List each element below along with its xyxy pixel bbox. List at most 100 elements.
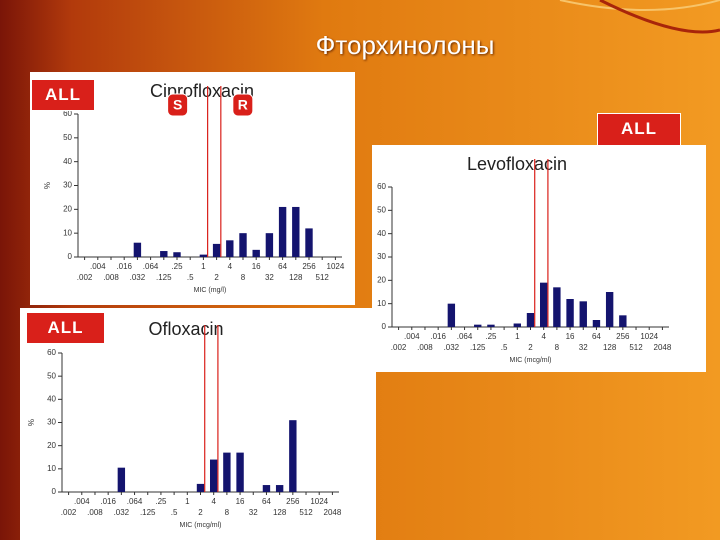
x-tick-label: .004 [74,497,90,506]
bar [553,287,561,327]
y-axis-label: % [43,182,52,189]
x-tick-label: 128 [603,343,617,352]
x-tick-label: 8 [555,343,560,352]
bar [289,420,297,492]
x-tick-label: 4 [541,332,546,341]
x-tick-label: .004 [404,332,420,341]
x-tick-label: .016 [100,497,116,506]
bar [474,324,482,327]
chart-title: Ofloxacin [148,319,223,339]
y-tick-label: 60 [47,348,56,357]
x-tick-label: .008 [87,508,103,517]
bar [566,299,574,327]
y-tick-label: 20 [47,441,56,450]
x-tick-label: 16 [566,332,575,341]
x-tick-label: .032 [130,273,146,282]
x-tick-label: 512 [316,273,330,282]
y-tick-label: 50 [377,205,386,214]
bar [199,254,208,257]
x-tick-label: 4 [211,497,216,506]
annotation: R [238,97,248,113]
bar [592,320,601,327]
bar [526,313,535,327]
x-tick-label: 256 [616,332,630,341]
y-tick-label: 10 [47,464,56,473]
y-tick-label: 20 [377,275,386,284]
bar [117,467,126,492]
x-tick-label: 32 [265,273,274,282]
x-tick-label: .125 [470,343,486,352]
x-tick-label: 512 [299,508,313,517]
bar [539,282,548,327]
annotation-box [167,93,189,117]
x-tick-label: .064 [457,332,473,341]
bar [133,242,142,257]
x-tick-label: 64 [262,497,271,506]
x-tick-label: 1024 [640,332,658,341]
y-tick-label: 30 [47,418,56,427]
bar [513,323,522,327]
x-tick-label: .002 [391,343,407,352]
y-tick-label: 40 [63,157,72,166]
x-tick-label: 256 [302,262,316,271]
y-tick-label: 0 [68,252,73,261]
x-tick-label: 32 [579,343,588,352]
bar [447,303,456,327]
y-tick-label: 0 [382,322,387,331]
bar [252,249,260,257]
bar [487,324,495,327]
x-tick-label: .064 [143,262,159,271]
x-tick-label: .5 [501,343,508,352]
x-tick-label: 2 [528,343,533,352]
x-tick-label: .064 [127,497,143,506]
x-tick-label: 1 [201,262,206,271]
y-tick-label: 30 [63,181,72,190]
bar [209,459,218,492]
tag-label: ALL [597,113,681,146]
x-axis-label: MIC (mcg/ml) [180,522,222,529]
x-tick-label: 64 [592,332,601,341]
bar [292,206,300,257]
bar [278,206,287,257]
x-tick-label: .008 [103,273,119,282]
chart: Ofloxacin 0 10 20 30 40 50 60% .002 .004 .008 .016.… [20,308,376,540]
annotation: S [173,97,182,113]
bar [236,452,244,492]
x-tick-label: .5 [187,273,194,282]
x-axis-label: MIC (mg/l) [194,287,227,294]
x-tick-label: 1024 [310,497,328,506]
x-tick-label: 256 [286,497,300,506]
x-tick-label: .25 [155,497,167,506]
x-tick-label: 32 [249,508,258,517]
bar [619,315,627,327]
bar [262,485,271,492]
chart-title: Levofloxacin [467,154,567,174]
x-tick-label: 1 [515,332,520,341]
x-tick-label: 4 [228,262,233,271]
x-tick-label: .016 [116,262,132,271]
y-tick-label: 10 [377,299,386,308]
annotation-box [232,93,254,117]
bar [223,452,231,492]
bar [275,485,284,492]
slide-title: Фторхинолоны [315,30,495,60]
x-tick-label: 128 [273,508,287,517]
bar [265,233,274,257]
y-tick-label: 0 [52,487,57,496]
bar [579,301,587,327]
y-tick-label: 30 [377,252,386,261]
y-tick-label: 40 [47,394,56,403]
y-tick-label: 60 [377,182,386,191]
x-tick-label: 512 [629,343,643,352]
y-tick-label: 50 [47,371,56,380]
x-tick-label: 128 [289,273,303,282]
x-tick-label: .25 [485,332,497,341]
x-tick-label: .5 [171,508,178,517]
x-tick-label: 2048 [324,508,342,517]
y-tick-label: 20 [63,204,72,213]
x-tick-label: .016 [430,332,446,341]
x-tick-label: .25 [171,262,183,271]
x-tick-label: 8 [241,273,246,282]
x-tick-label: .004 [90,262,106,271]
